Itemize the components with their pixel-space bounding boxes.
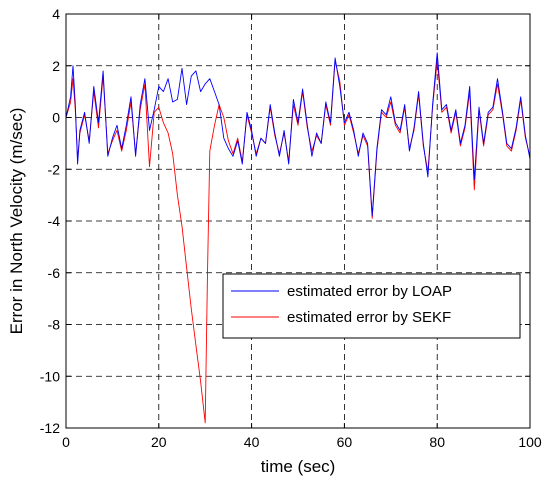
x-tick-label: 0: [62, 434, 70, 450]
legend: estimated error by LOAP estimated error …: [222, 273, 521, 339]
series-line-loap: [65, 52, 531, 217]
x-tick-label: 100: [518, 434, 542, 450]
series-layer: [65, 52, 531, 424]
y-tick-label: -6: [48, 265, 61, 281]
legend-label-loap: estimated error by LOAP: [287, 283, 452, 300]
y-axis-label: Error in North Velocity (m/sec): [7, 108, 26, 335]
x-axis-label: time (sec): [261, 457, 336, 476]
legend-box: [222, 273, 521, 339]
y-tick-label: -8: [48, 317, 61, 333]
x-tick-label: 80: [429, 434, 445, 450]
y-tick-label: -4: [48, 213, 61, 229]
y-tick-label: 0: [52, 110, 60, 126]
y-tick-label: 2: [52, 58, 60, 74]
x-tick-label: 40: [244, 434, 260, 450]
y-tick-label: 4: [52, 6, 60, 22]
y-tick-label: -2: [48, 161, 61, 177]
x-tick-label: 60: [337, 434, 353, 450]
x-tick-label: 20: [151, 434, 167, 450]
y-tick-label: -12: [40, 420, 60, 436]
legend-label-sekf: estimated error by SEKF: [287, 309, 451, 326]
y-tick-label: -10: [40, 368, 60, 384]
